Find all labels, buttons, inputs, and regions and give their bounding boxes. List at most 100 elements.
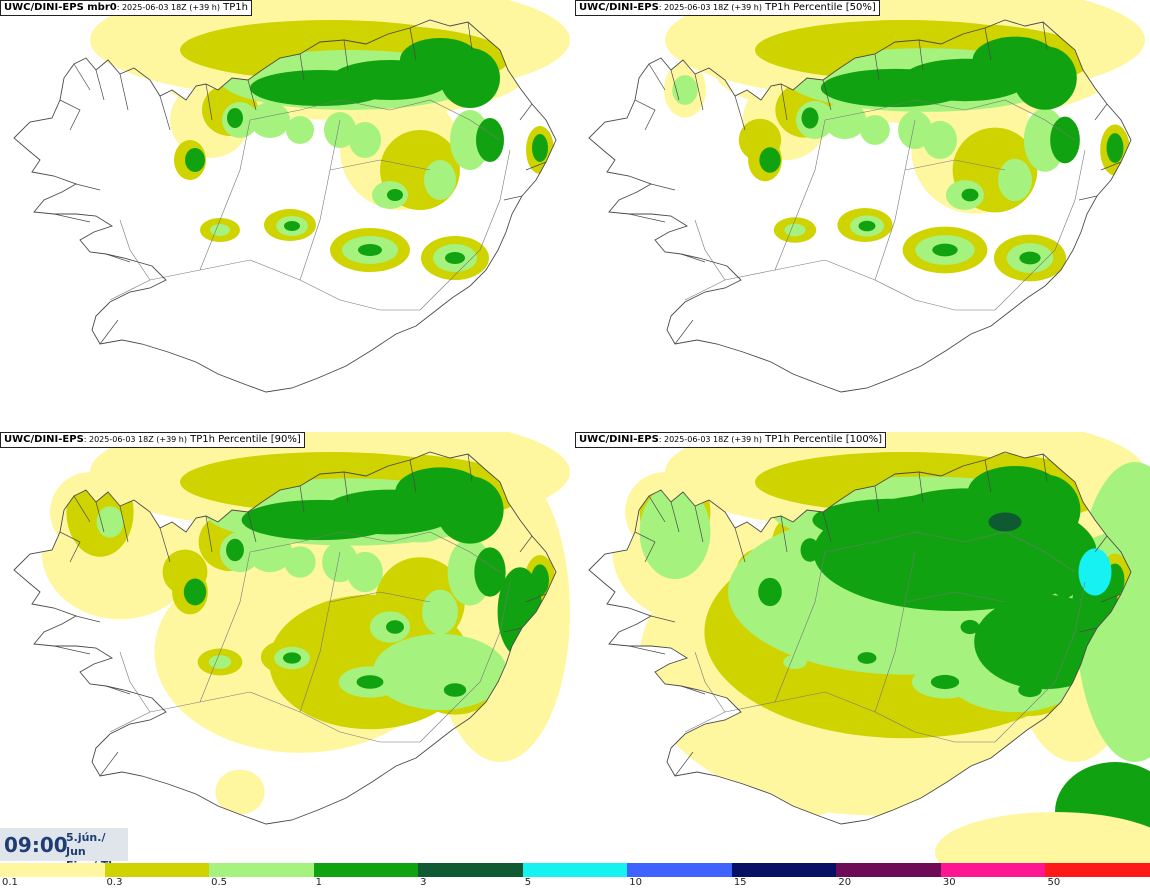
precip-area	[387, 189, 403, 201]
precip-area	[349, 122, 381, 158]
fjords	[53, 453, 547, 777]
legend-label: 1	[315, 877, 322, 888]
legend-swatch	[313, 863, 420, 877]
precip-area	[424, 160, 456, 200]
precip-area	[250, 102, 290, 138]
precip-map	[13, 432, 570, 825]
precip-area	[96, 506, 124, 538]
legend-label: 20	[838, 877, 852, 888]
precip-area	[923, 120, 957, 160]
precip-area	[347, 551, 383, 593]
precip-area	[1050, 116, 1080, 164]
valid-date-line1: 5.jún./ Jun	[66, 831, 106, 858]
precip-area	[1048, 546, 1082, 598]
legend-swatch	[209, 863, 315, 877]
valid-hour: 09:00	[4, 833, 68, 857]
precip-area	[436, 476, 504, 544]
coastline	[13, 451, 557, 825]
legend-label: 30	[942, 877, 956, 888]
color-legend: 0.1 0.3 0.5 1 3 5 10 15 20 30 50	[0, 863, 1150, 891]
legend-label: 3	[420, 877, 427, 888]
panel-title: UWC/DINI-EPS: 2025-06-03 18Z (+39 h) TP1…	[575, 432, 887, 448]
precip-area	[183, 578, 207, 606]
precip-area	[286, 116, 314, 144]
precip-area	[324, 112, 356, 148]
precip-area	[1009, 474, 1081, 546]
precip-area	[935, 812, 1150, 863]
precip-area	[961, 188, 979, 202]
precip-area	[800, 538, 820, 562]
land-precip	[41, 452, 556, 815]
legend-swatch	[836, 863, 942, 877]
valid-time-box: 09:00 5.jún./ Jun Fim./ Thu	[0, 828, 128, 872]
precip-area	[988, 512, 1022, 532]
roads	[684, 99, 1086, 311]
precip-area	[247, 531, 293, 573]
precip-area	[857, 652, 877, 664]
precip-area	[215, 769, 265, 815]
precip-area	[860, 115, 890, 145]
precip-area	[422, 589, 458, 635]
legend-label: 0.1	[2, 877, 18, 888]
legend-label: 50	[1047, 877, 1061, 888]
precip-area	[789, 768, 841, 816]
precip-area	[284, 221, 300, 231]
legend-swatch	[731, 863, 838, 877]
precip-area	[1018, 682, 1042, 698]
precip-area	[801, 107, 819, 129]
legend-swatch	[940, 863, 1047, 877]
land-precip	[150, 20, 554, 280]
precip-area	[1013, 46, 1077, 110]
map-panel-mbr0: UWC/DINI-EPS mbr0: 2025-06-03 18Z (+39 h…	[0, 0, 575, 431]
fjords	[53, 21, 547, 345]
precip-area	[670, 505, 700, 539]
precip-area	[784, 223, 806, 237]
legend-label: 10	[629, 877, 642, 888]
coastline	[588, 451, 1132, 825]
fjords	[628, 21, 1122, 345]
panel-title: UWC/DINI-EPS: 2025-06-03 18Z (+39 h) TP1…	[575, 0, 880, 16]
precip-area	[531, 564, 549, 596]
panel-title: UWC/DINI-EPS: 2025-06-03 18Z (+39 h) TP1…	[0, 432, 305, 448]
precip-area	[532, 134, 548, 162]
precip-area	[226, 538, 244, 562]
legend-swatch	[522, 863, 629, 877]
precip-area	[783, 654, 807, 670]
precip-area	[930, 674, 960, 690]
precip-area	[386, 620, 404, 634]
legend-swatch	[418, 863, 524, 877]
precip-area	[823, 100, 867, 140]
roads	[109, 99, 511, 311]
precip-area	[210, 224, 230, 236]
legend-label: 0.5	[211, 877, 227, 888]
legend-swatch	[627, 863, 733, 877]
precip-area	[1019, 251, 1041, 265]
precip-area	[474, 547, 506, 597]
precip-area	[445, 252, 465, 264]
precip-area	[1078, 548, 1112, 596]
precip-area	[356, 675, 384, 689]
fjords	[628, 453, 1122, 777]
precip-area	[858, 220, 876, 232]
legend-swatch	[104, 863, 211, 877]
coastline	[13, 19, 557, 393]
precip-area	[960, 619, 980, 635]
precip-area	[1106, 133, 1124, 163]
precip-area	[759, 147, 781, 173]
precip-map	[13, 0, 570, 393]
precip-area	[185, 148, 205, 172]
coastline	[588, 19, 1132, 393]
map-panel-p100: UWC/DINI-EPS: 2025-06-03 18Z (+39 h) TP1…	[575, 432, 1150, 863]
precip-area	[443, 683, 467, 697]
legend-label: 5	[524, 877, 532, 888]
precip-map	[588, 432, 1150, 863]
precip-area	[284, 546, 316, 578]
precip-area	[758, 577, 782, 607]
map-panel-p50: UWC/DINI-EPS: 2025-06-03 18Z (+39 h) TP1…	[575, 0, 1150, 431]
precip-area	[208, 655, 232, 669]
precip-map	[588, 0, 1145, 393]
legend-swatch	[1045, 863, 1150, 877]
precip-area	[227, 108, 243, 128]
legend-swatch	[0, 863, 106, 877]
precip-area	[283, 652, 301, 664]
